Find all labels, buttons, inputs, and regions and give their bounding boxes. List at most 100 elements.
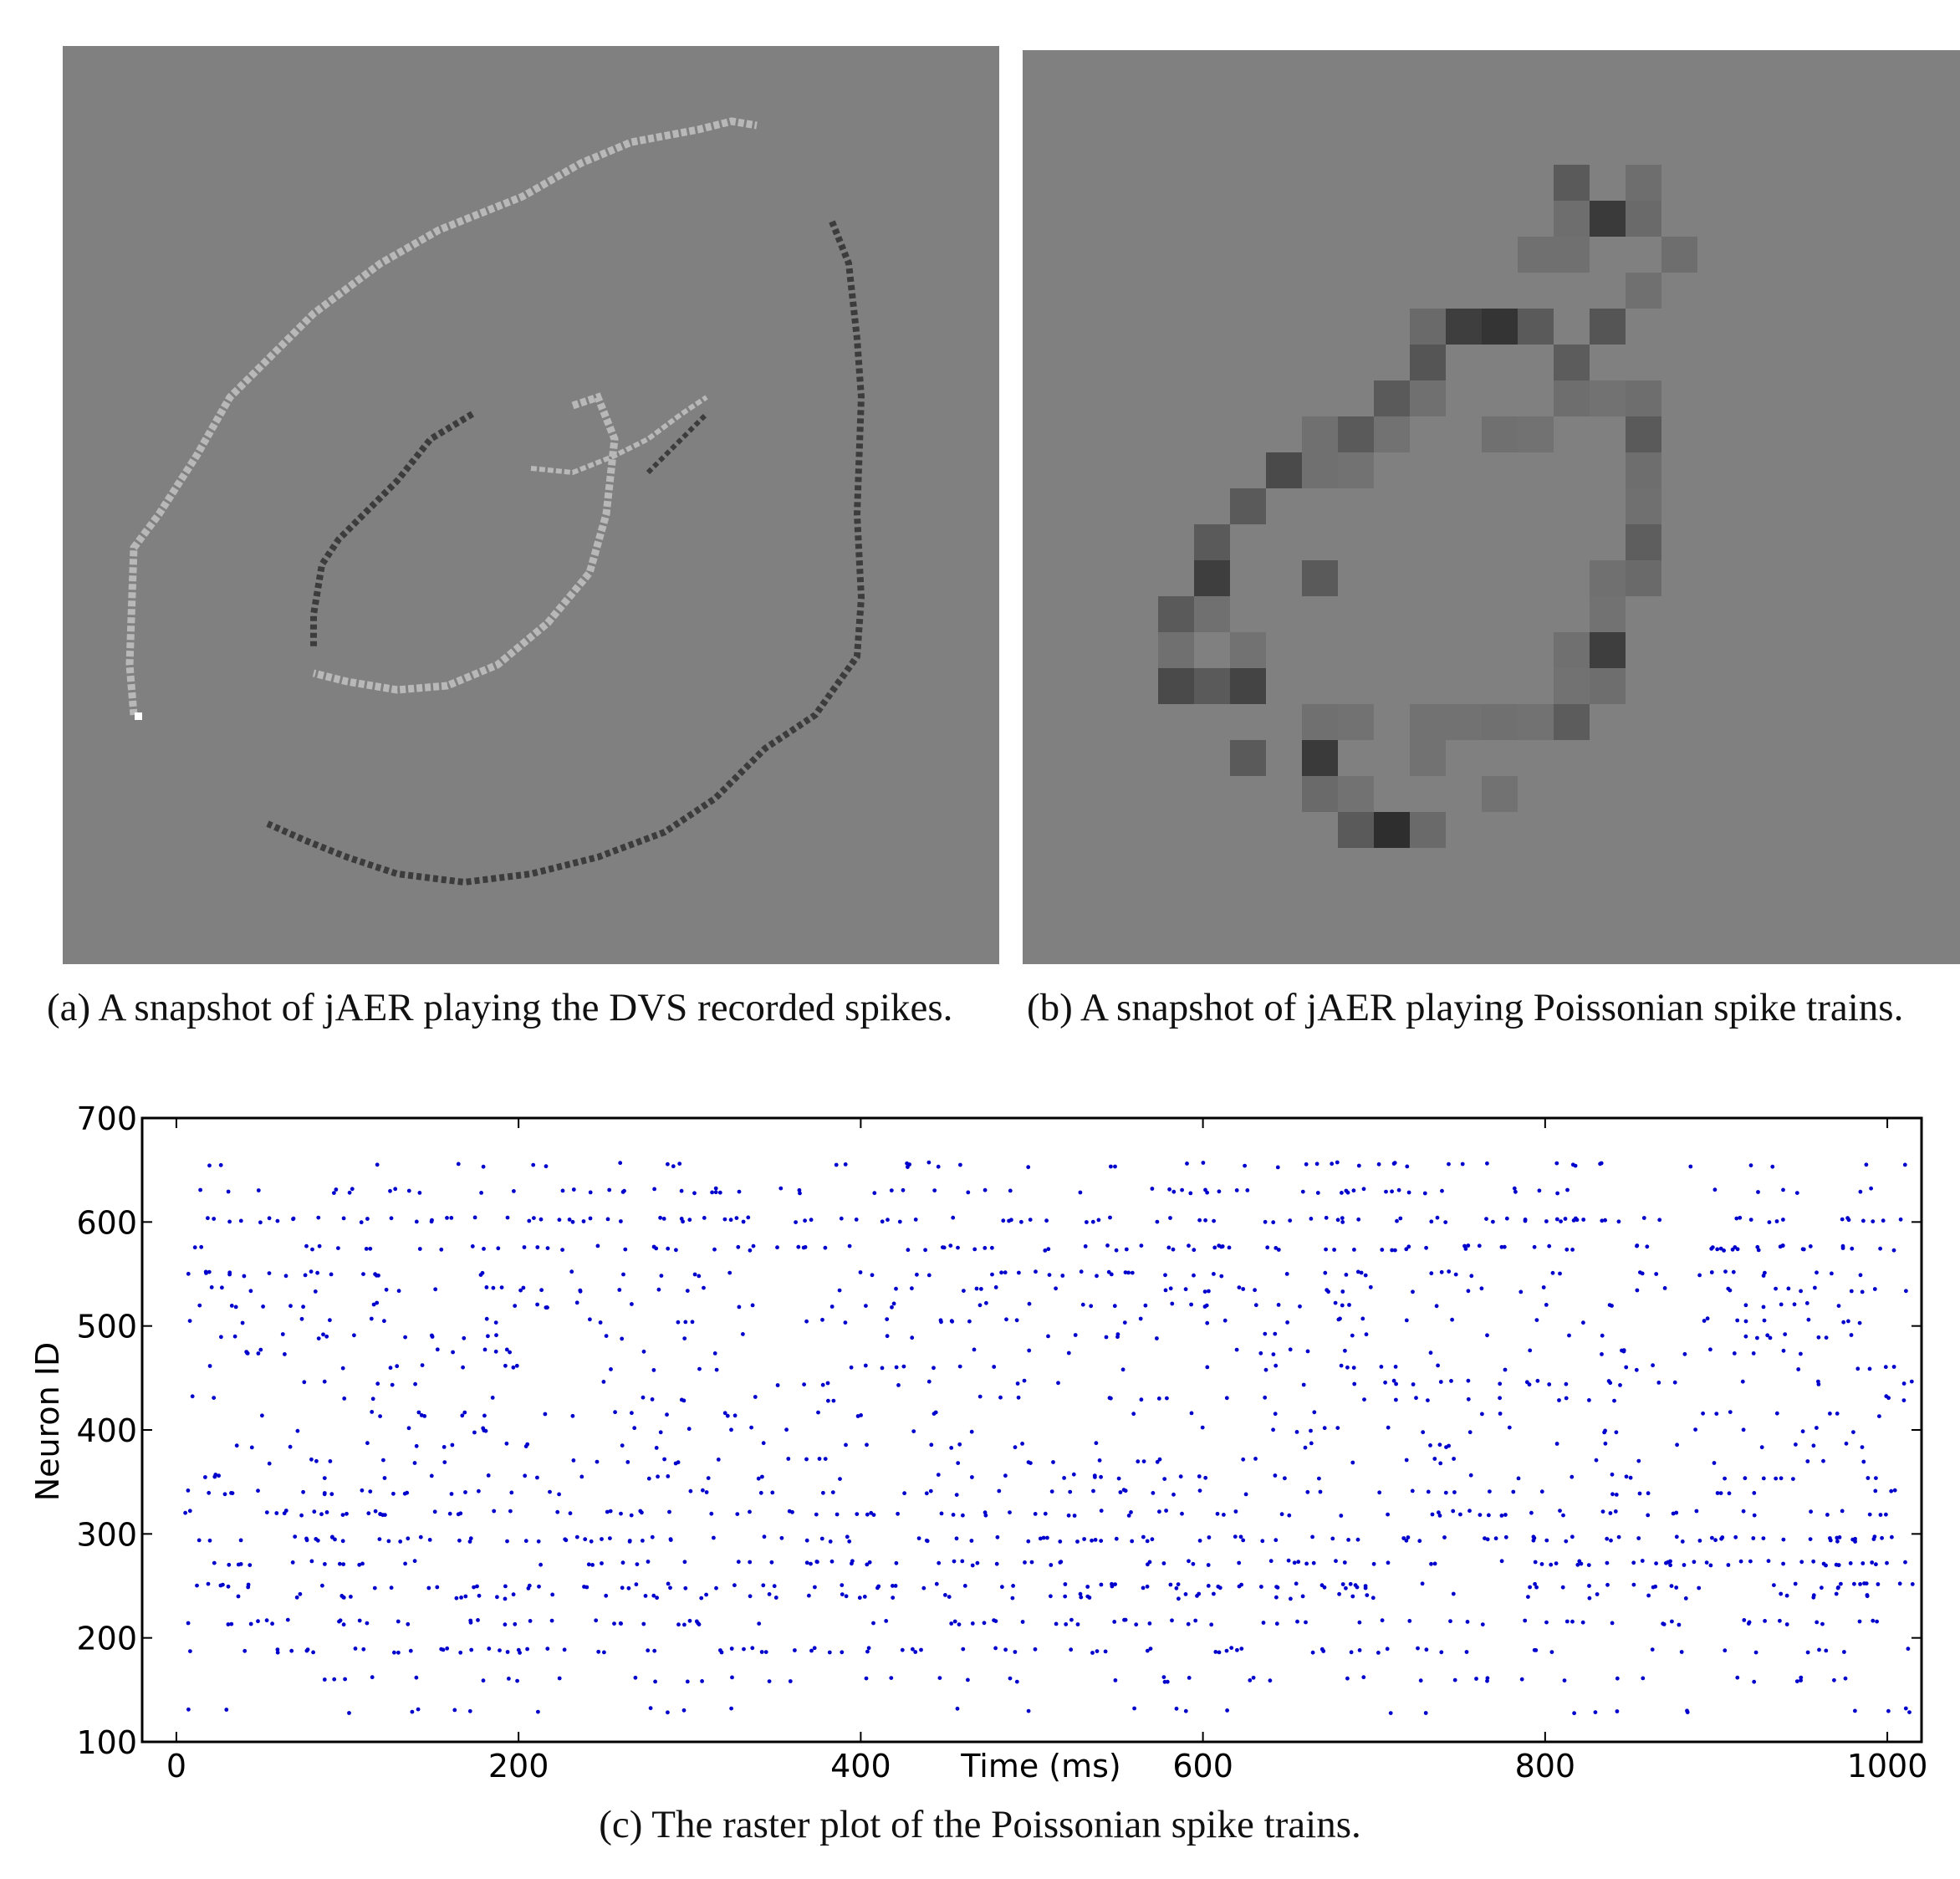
spike-dot xyxy=(725,1413,730,1418)
spike-dot xyxy=(1271,1220,1276,1225)
spike-dot xyxy=(1309,1441,1314,1446)
spike-dot xyxy=(1043,1248,1048,1253)
spike-dot xyxy=(1164,1509,1168,1513)
spike-dot xyxy=(374,1273,379,1278)
y-tick-label: 200 xyxy=(76,1621,137,1657)
spike-dot xyxy=(1253,1303,1258,1308)
spike-dot xyxy=(1897,1581,1902,1586)
spike-dot xyxy=(1197,1591,1202,1596)
spike-dot xyxy=(643,1594,648,1598)
spike-dot xyxy=(207,1163,212,1168)
spike-dot xyxy=(640,1510,644,1515)
spike-dot xyxy=(1610,1492,1615,1497)
spike-dot xyxy=(1732,1351,1737,1356)
spike-dot xyxy=(829,1305,835,1309)
spike-dot xyxy=(1217,1243,1222,1248)
spike-dot xyxy=(525,1647,529,1652)
spike-dot xyxy=(1058,1539,1063,1544)
spike-dot xyxy=(299,1513,304,1518)
spike-dot xyxy=(1867,1512,1872,1517)
spike-dot xyxy=(238,1562,243,1566)
spike-dot xyxy=(570,1413,575,1418)
spike-pixel xyxy=(1590,309,1626,345)
spike-dot xyxy=(1646,1491,1651,1496)
spike-dot xyxy=(369,1316,374,1321)
spike-dot xyxy=(1562,1678,1567,1682)
spike-dot xyxy=(671,1164,676,1169)
spike-dot xyxy=(449,1216,454,1220)
spike-dot xyxy=(961,1647,966,1652)
spike-dot xyxy=(398,1539,403,1544)
spike-dot xyxy=(598,1320,603,1325)
spike-dot xyxy=(414,1675,419,1680)
spike-dot xyxy=(343,1677,347,1682)
spike-dot xyxy=(1237,1560,1242,1565)
spike-dot xyxy=(535,1302,539,1307)
spike-pixel xyxy=(1554,704,1590,740)
spike-dot xyxy=(571,1458,576,1463)
spike-dot xyxy=(613,1410,617,1415)
spike-dot xyxy=(687,1218,692,1223)
spike-dot xyxy=(212,1474,217,1479)
spike-dot xyxy=(242,1648,248,1653)
spike-dot xyxy=(447,1511,452,1516)
spike-dot xyxy=(353,1647,358,1651)
spike-dot xyxy=(298,1591,303,1596)
spike-dot xyxy=(1437,1510,1441,1515)
spike-dot xyxy=(1864,1162,1869,1167)
spike-pixel xyxy=(1374,416,1410,452)
spike-dot xyxy=(913,1650,918,1654)
spike-dot xyxy=(1864,1581,1869,1585)
spike-dot xyxy=(1450,1317,1454,1322)
spike-dot xyxy=(1866,1476,1871,1480)
spike-dot xyxy=(1109,1164,1113,1169)
spike-dot xyxy=(340,1366,345,1371)
spike-dot xyxy=(1166,1245,1171,1250)
spike-dot xyxy=(477,1593,482,1598)
spike-dot xyxy=(779,1535,784,1540)
spike-dot xyxy=(1861,1459,1866,1464)
spike-pixel xyxy=(1482,776,1518,812)
spike-dot xyxy=(1317,1476,1321,1481)
spike-dot xyxy=(417,1247,422,1251)
spike-dot xyxy=(329,1492,334,1497)
spike-dot xyxy=(206,1581,211,1586)
spike-dot xyxy=(1513,1189,1518,1194)
y-tick-label: 100 xyxy=(76,1724,137,1761)
spike-dot xyxy=(1085,1585,1090,1589)
spike-dot xyxy=(1849,1289,1854,1294)
spike-dot xyxy=(1122,1617,1126,1622)
spike-dot xyxy=(264,1618,269,1623)
spike-pixel xyxy=(1230,488,1266,524)
spike-dot xyxy=(1157,1509,1161,1514)
spike-dot xyxy=(536,1539,541,1544)
spike-dot xyxy=(1835,1539,1840,1544)
spike-pixel xyxy=(1482,704,1518,740)
spike-dot xyxy=(1322,1585,1327,1590)
spike-dot xyxy=(523,1444,528,1448)
spike-dot xyxy=(937,1560,942,1565)
spike-dot xyxy=(523,1473,528,1478)
spike-dot xyxy=(232,1334,237,1339)
spike-dot xyxy=(847,1539,852,1544)
spike-dot xyxy=(227,1219,232,1224)
spike-dot xyxy=(864,1676,869,1681)
inner-light-edge-2 xyxy=(530,395,708,476)
spike-dot xyxy=(1572,1711,1576,1716)
spike-dot xyxy=(1189,1411,1194,1416)
spike-dot xyxy=(186,1488,191,1493)
spike-pixel xyxy=(1302,560,1338,596)
spike-dot xyxy=(809,1561,813,1566)
spike-dot xyxy=(1054,1286,1058,1291)
spike-dot xyxy=(602,1650,606,1655)
spike-dot xyxy=(894,1365,899,1370)
spike-dot xyxy=(511,1365,516,1370)
spike-dot xyxy=(523,1539,528,1544)
spike-dot xyxy=(1485,1333,1489,1338)
spike-dot xyxy=(1467,1430,1473,1435)
spike-dot xyxy=(1564,1396,1569,1401)
spike-dot xyxy=(1491,1219,1495,1224)
spike-dot xyxy=(543,1412,548,1417)
spike-dot xyxy=(713,1186,718,1191)
spike-dot xyxy=(1434,1304,1439,1309)
